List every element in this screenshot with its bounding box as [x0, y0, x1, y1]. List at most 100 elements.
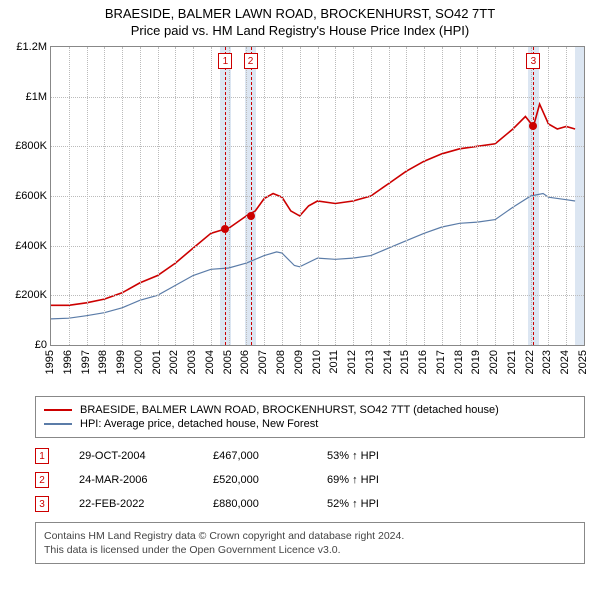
gridline-vertical	[371, 47, 372, 345]
gridline-vertical	[69, 47, 70, 345]
x-axis-label: 2024	[559, 350, 571, 374]
gridline-vertical	[193, 47, 194, 345]
x-axis-label: 2013	[364, 350, 376, 374]
event-date-3: 22-FEB-2022	[79, 498, 189, 510]
x-axis-label: 2014	[382, 350, 394, 374]
x-axis-label: 2016	[417, 350, 429, 374]
chart-container: BRAESIDE, BALMER LAWN ROAD, BROCKENHURST…	[0, 0, 600, 564]
legend: BRAESIDE, BALMER LAWN ROAD, BROCKENHURST…	[35, 396, 585, 438]
gridline-vertical	[353, 47, 354, 345]
sale-marker-dot	[221, 225, 229, 233]
legend-label-property: BRAESIDE, BALMER LAWN ROAD, BROCKENHURST…	[80, 404, 499, 416]
x-axis-label: 2015	[399, 350, 411, 374]
gridline-vertical	[424, 47, 425, 345]
x-axis-label: 2012	[346, 350, 358, 374]
y-axis-label: £200K	[15, 289, 47, 301]
gridline-vertical	[246, 47, 247, 345]
event-marker-box: 1	[218, 53, 232, 69]
gridline-vertical	[140, 47, 141, 345]
x-axis-label: 2000	[133, 350, 145, 374]
series-line-hpi	[51, 194, 575, 319]
x-axis-label: 2008	[275, 350, 287, 374]
x-axis-label: 1996	[62, 350, 74, 374]
gridline-vertical	[300, 47, 301, 345]
x-axis-label: 2018	[453, 350, 465, 374]
x-axis-label: 1995	[44, 350, 56, 374]
gridline-vertical	[175, 47, 176, 345]
x-axis-label: 2007	[257, 350, 269, 374]
y-axis-label: £600K	[15, 190, 47, 202]
event-price-3: £880,000	[213, 498, 303, 510]
footer-line-1: Contains HM Land Registry data © Crown c…	[44, 529, 576, 543]
gridline-vertical	[495, 47, 496, 345]
x-axis-label: 2020	[488, 350, 500, 374]
events-row-1: 1 29-OCT-2004 £467,000 53% ↑ HPI	[35, 444, 585, 468]
x-axis-label: 2009	[293, 350, 305, 374]
legend-label-hpi: HPI: Average price, detached house, New …	[80, 418, 318, 430]
event-delta-1: 53% ↑ HPI	[327, 450, 379, 462]
gridline-vertical	[122, 47, 123, 345]
x-axis-label: 2019	[470, 350, 482, 374]
gridline-vertical	[211, 47, 212, 345]
chart-title-sub: Price paid vs. HM Land Registry's House …	[0, 23, 600, 38]
x-axis-label: 2002	[168, 350, 180, 374]
x-axis-label: 2025	[577, 350, 589, 374]
event-delta-2: 69% ↑ HPI	[327, 474, 379, 486]
gridline-vertical	[158, 47, 159, 345]
gridline-vertical	[406, 47, 407, 345]
events-row-3: 3 22-FEB-2022 £880,000 52% ↑ HPI	[35, 492, 585, 516]
event-marker-1: 1	[35, 448, 49, 464]
gridline-vertical	[442, 47, 443, 345]
gridline-vertical	[389, 47, 390, 345]
x-axis-label: 1998	[97, 350, 109, 374]
series-line-property	[51, 104, 575, 305]
y-axis-label: £1M	[26, 91, 47, 103]
legend-row-hpi: HPI: Average price, detached house, New …	[44, 417, 576, 431]
gridline-vertical	[87, 47, 88, 345]
event-delta-3: 52% ↑ HPI	[327, 498, 379, 510]
event-date-2: 24-MAR-2006	[79, 474, 189, 486]
gridline-vertical	[104, 47, 105, 345]
gridline-vertical	[264, 47, 265, 345]
x-axis-label: 2021	[506, 350, 518, 374]
events-row-2: 2 24-MAR-2006 £520,000 69% ↑ HPI	[35, 468, 585, 492]
gridline-vertical	[460, 47, 461, 345]
event-price-2: £520,000	[213, 474, 303, 486]
gridline-vertical	[531, 47, 532, 345]
legend-row-property: BRAESIDE, BALMER LAWN ROAD, BROCKENHURST…	[44, 403, 576, 417]
gridline-vertical	[282, 47, 283, 345]
x-axis-label: 2001	[151, 350, 163, 374]
x-axis-label: 2023	[541, 350, 553, 374]
chart-titles: BRAESIDE, BALMER LAWN ROAD, BROCKENHURST…	[0, 0, 600, 38]
y-axis-label: £1.2M	[16, 41, 47, 53]
gridline-vertical	[335, 47, 336, 345]
x-axis-label: 2017	[435, 350, 447, 374]
gridline-vertical	[229, 47, 230, 345]
event-marker-3: 3	[35, 496, 49, 512]
event-line	[533, 47, 534, 345]
x-axis-label: 2022	[524, 350, 536, 374]
event-marker-box: 2	[244, 53, 258, 69]
x-axis-label: 2003	[186, 350, 198, 374]
y-axis-label: £400K	[15, 240, 47, 252]
event-date-1: 29-OCT-2004	[79, 450, 189, 462]
gridline-vertical	[566, 47, 567, 345]
legend-swatch-hpi	[44, 423, 72, 425]
event-price-1: £467,000	[213, 450, 303, 462]
gridline-vertical	[477, 47, 478, 345]
footer-line-2: This data is licensed under the Open Gov…	[44, 543, 576, 557]
chart-title-main: BRAESIDE, BALMER LAWN ROAD, BROCKENHURST…	[0, 6, 600, 21]
plot-area: £0£200K£400K£600K£800K£1M£1.2M123	[50, 46, 585, 346]
event-marker-2: 2	[35, 472, 49, 488]
legend-swatch-property	[44, 409, 72, 411]
y-axis-label: £800K	[15, 140, 47, 152]
x-axis-label: 1999	[115, 350, 127, 374]
gridline-vertical	[513, 47, 514, 345]
x-axis-label: 2005	[222, 350, 234, 374]
sale-marker-dot	[529, 122, 537, 130]
x-axis-label: 2004	[204, 350, 216, 374]
event-marker-box: 3	[526, 53, 540, 69]
x-axis-label: 1997	[80, 350, 92, 374]
x-axis-label: 2011	[328, 350, 340, 374]
gridline-vertical	[548, 47, 549, 345]
